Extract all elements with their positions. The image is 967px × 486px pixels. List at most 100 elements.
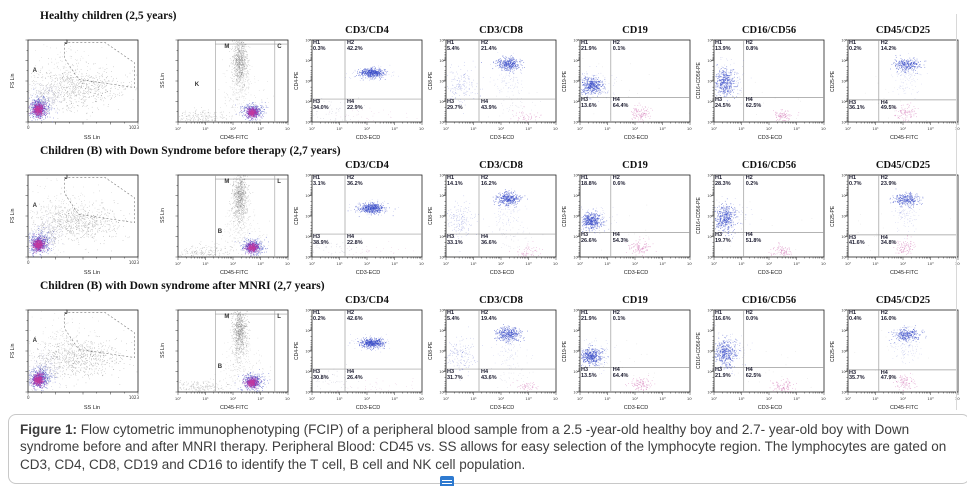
quadrant-value: 3.1% bbox=[313, 180, 326, 187]
quadrant-label: H1 21.9% bbox=[581, 40, 597, 52]
plot-area: CD19-PE H1 21.9% H2 0.1% H3 13.6% H4 64.4% bbox=[562, 38, 696, 136]
quadrant-value: 13.9% bbox=[715, 45, 731, 52]
quadrant-key: H3 bbox=[581, 97, 589, 104]
scatter-canvas bbox=[834, 38, 960, 136]
quadrant-key: H3 bbox=[849, 234, 857, 241]
quadrant-plot-cell: CD19 CD19-PE H1 21.9% H2 0.1% H3 13.6% H4 64.4% CD… bbox=[562, 25, 696, 143]
quadrant-key: H2 bbox=[745, 175, 753, 181]
quadrant-plot-cell: CD3/CD4 CD4-PE H1 3.1% H2 36.2% H3 38.9% H4 22.8%… bbox=[294, 160, 428, 278]
scatter-canvas bbox=[14, 38, 140, 136]
quadrant-label: H3 26.6% bbox=[581, 233, 597, 244]
plot-title bbox=[160, 160, 294, 173]
quadrant-plot-cell: CD3/CD8 CD8-PE H1 5.4% H2 19.4% H3 31.7% H4 43.6%… bbox=[428, 295, 562, 413]
quadrant-label: H4 34.8% bbox=[881, 235, 897, 247]
quadrant-label: H1 28.3% bbox=[715, 175, 731, 187]
plot-area: CD16+CD56-PE H1 28.3% H2 0.2% H3 19.7% H4 51.8% bbox=[696, 173, 830, 271]
x-axis-label: CD45-FITC bbox=[219, 270, 249, 276]
quadrant-label: H4 62.5% bbox=[746, 368, 762, 379]
plot-area: CD4-PE H1 0.3% H2 42.2% H3 34.0% H4 22.9% bbox=[294, 38, 428, 136]
quadrant-label: H3 31.7% bbox=[447, 370, 463, 381]
quadrant-label: H4 62.5% bbox=[746, 98, 762, 109]
plot-title: CD45/CD25 bbox=[875, 295, 931, 306]
quadrant-value: 16.6% bbox=[715, 315, 731, 322]
plot-area: CD19-PE H1 21.9% H2 0.1% H3 13.5% H4 64.4% bbox=[562, 308, 696, 406]
quadrant-label: H4 22.8% bbox=[347, 235, 363, 246]
quadrant-label: H1 0.2% bbox=[849, 40, 862, 52]
quadrant-label: H1 14.1% bbox=[447, 175, 463, 187]
x-axis-label: CD3-ECD bbox=[623, 270, 649, 276]
cd45-plot-cell: SS Lin M C K CD45-FITC bbox=[160, 25, 294, 143]
quadrant-key: H2 bbox=[612, 175, 620, 181]
quadrant-label: H2 14.2% bbox=[881, 40, 897, 52]
plot-title: CD45/CD25 bbox=[875, 160, 931, 171]
plot-area: CD25-PE H1 0.7% H2 23.9% H3 41.6% H4 34.8% bbox=[830, 173, 964, 271]
plot-title: CD16/CD56 bbox=[741, 295, 797, 306]
quadrant-label: H2 0.6% bbox=[612, 175, 626, 187]
quadrant-value: 18.8% bbox=[581, 180, 597, 187]
quadrant-label: H2 36.2% bbox=[347, 175, 363, 187]
x-axis-label: CD3-ECD bbox=[489, 135, 515, 141]
quadrant-label: H3 36.1% bbox=[849, 100, 865, 112]
quadrant-value: 24.5% bbox=[715, 102, 731, 109]
plot-area: SS Lin M C K bbox=[160, 38, 294, 136]
gate-letter: J bbox=[64, 175, 68, 182]
plot-strip: FS Lin A J SS Lin SS Lin M L B CD45-FITC CD3/CD4 C… bbox=[10, 295, 967, 413]
quadrant-key: H1 bbox=[581, 40, 589, 46]
figure-right-border bbox=[956, 14, 957, 410]
quadrant-value: 31.7% bbox=[447, 374, 463, 381]
quadrant-label: H2 42.2% bbox=[347, 40, 363, 52]
quadrant-value: 26.6% bbox=[581, 237, 597, 244]
plot-area: CD19-PE H1 18.8% H2 0.6% H3 26.6% H4 54.3% bbox=[562, 173, 696, 271]
quadrant-value: 21.9% bbox=[715, 372, 731, 379]
quadrant-key: H2 bbox=[481, 175, 489, 181]
quadrant-value: 13.5% bbox=[581, 372, 597, 379]
quadrant-plot-cell: CD16/CD56 CD16+CD56-PE H1 16.6% H2 0.0% H3 21.9… bbox=[696, 295, 830, 413]
quadrant-key: H1 bbox=[447, 310, 455, 316]
gate-letter: A bbox=[32, 203, 37, 210]
quadrant-key: H2 bbox=[347, 40, 355, 46]
quadrant-key: H4 bbox=[347, 99, 355, 106]
quadrant-label: H2 0.2% bbox=[745, 175, 759, 187]
quadrant-label: H1 0.3% bbox=[313, 40, 326, 52]
quadrant-value: 13.6% bbox=[581, 102, 597, 109]
quadrant-key: H1 bbox=[581, 175, 589, 181]
x-axis-label: CD3-ECD bbox=[757, 405, 783, 411]
share-widget-icon[interactable] bbox=[440, 476, 454, 486]
x-axis-label: CD45-FITC bbox=[219, 405, 249, 411]
fs-plot-cell: FS Lin A J SS Lin bbox=[10, 295, 160, 413]
plot-title: CD19 bbox=[622, 25, 648, 36]
quadrant-value: 21.9% bbox=[581, 45, 597, 52]
quadrant-key: H2 bbox=[745, 310, 753, 316]
plot-area: CD8-PE H1 5.4% H2 19.4% H3 31.7% H4 43.6% bbox=[428, 308, 562, 406]
quadrant-key: H4 bbox=[880, 369, 888, 376]
quadrant-plot-cell: CD45/CD25 CD25-PE H1 0.2% H2 14.2% H3 36.1% H4 49… bbox=[830, 25, 964, 143]
quadrant-value: 22.9% bbox=[347, 104, 363, 111]
fs-plot-cell: FS Lin A J SS Lin bbox=[10, 25, 160, 143]
share-widget-line bbox=[442, 483, 452, 484]
plot-title bbox=[10, 295, 160, 308]
quadrant-label: H4 51.8% bbox=[746, 233, 762, 244]
plot-title bbox=[10, 25, 160, 38]
quadrant-value: 29.7% bbox=[447, 104, 463, 111]
quadrant-key: H2 bbox=[481, 40, 489, 46]
quadrant-key: H4 bbox=[347, 234, 355, 241]
quadrant-key: H1 bbox=[313, 40, 321, 46]
quadrant-value: 0.4% bbox=[849, 315, 862, 322]
x-axis-label: CD3-ECD bbox=[355, 405, 381, 411]
quadrant-key: H1 bbox=[715, 310, 723, 316]
quadrant-key: H4 bbox=[612, 367, 620, 374]
quadrant-key: H3 bbox=[581, 367, 589, 374]
quadrant-value: 62.5% bbox=[745, 372, 762, 379]
plot-area: CD8-PE H1 14.1% H2 16.2% H3 33.1% H4 36.6% bbox=[428, 173, 562, 271]
quadrant-value: 33.1% bbox=[447, 239, 463, 246]
quadrant-key: H2 bbox=[880, 310, 888, 316]
quadrant-key: H1 bbox=[313, 310, 321, 316]
quadrant-key: H3 bbox=[313, 99, 321, 106]
quadrant-value: 5.4% bbox=[447, 315, 460, 322]
plot-area: CD4-PE H1 0.2% H2 42.6% H3 30.8% H4 26.4% bbox=[294, 308, 428, 406]
scatter-canvas bbox=[566, 38, 692, 136]
quadrant-label: H1 0.4% bbox=[849, 310, 862, 322]
quadrant-key: H2 bbox=[612, 310, 620, 316]
gate-letter: A bbox=[32, 68, 37, 75]
scatter-canvas bbox=[700, 308, 826, 406]
